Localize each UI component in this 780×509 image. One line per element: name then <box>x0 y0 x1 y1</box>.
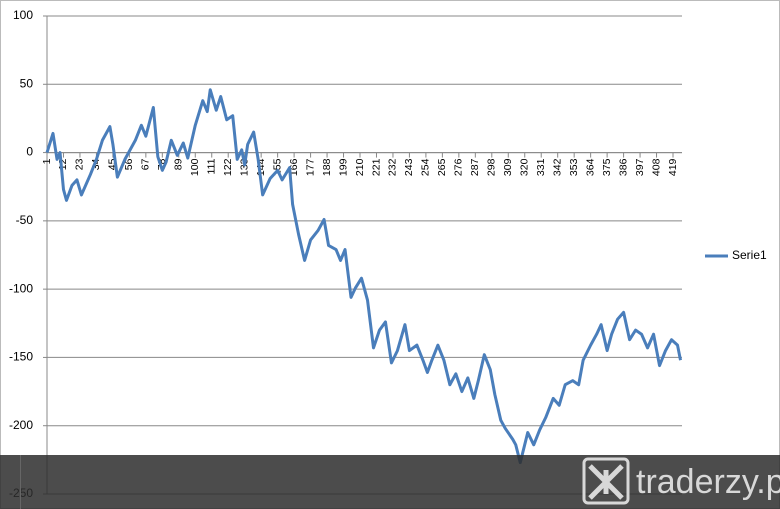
x-tick-label: 122 <box>222 158 234 176</box>
x-tick-label: 111 <box>206 158 218 174</box>
x-tick-label: 243 <box>403 158 415 176</box>
x-tick-label: 56 <box>123 158 135 170</box>
x-tick-label: 45 <box>107 158 119 170</box>
x-tick-label: 34 <box>90 158 102 170</box>
y-tick-label: -150 <box>9 350 33 364</box>
legend: Serie1 <box>705 248 767 262</box>
x-tick-label: 221 <box>370 158 382 176</box>
x-tick-label: 133 <box>238 158 250 176</box>
x-tick-label: 298 <box>486 158 498 176</box>
x-tick-label: 419 <box>667 158 679 176</box>
x-tick-label: 331 <box>535 158 547 176</box>
y-tick-label: 50 <box>20 76 34 90</box>
x-tick-label: 320 <box>519 158 531 176</box>
overlay <box>0 455 780 509</box>
x-tick-label: 1 <box>41 158 53 164</box>
x-tick-label: 397 <box>634 158 646 176</box>
y-tick-label: 0 <box>26 145 33 159</box>
overlay-edge <box>20 455 21 509</box>
x-tick-label: 342 <box>551 158 563 176</box>
watermark-text: traderzy.pl <box>636 463 780 501</box>
y-tick-label: -100 <box>9 281 33 295</box>
x-tick-label: 188 <box>321 158 333 176</box>
x-tick-label: 408 <box>650 158 662 176</box>
x-tick-label: 276 <box>453 158 465 176</box>
x-tick-label: 78 <box>156 158 168 170</box>
x-tick-label: 100 <box>189 158 201 176</box>
x-tick-label: 89 <box>173 158 185 170</box>
y-tick-label: -50 <box>16 213 34 227</box>
x-tick-label: 177 <box>304 158 316 176</box>
watermark-band: traderzy.pl <box>0 455 780 509</box>
x-tick-label: 375 <box>601 158 613 176</box>
x-tick-label: 309 <box>502 158 514 176</box>
x-tick-label: 254 <box>420 158 432 176</box>
y-tick-label: -200 <box>9 418 33 432</box>
series-line <box>45 88 682 465</box>
x-tick-label: 23 <box>74 158 86 170</box>
y-tick-label: 100 <box>13 8 33 22</box>
x-tick-label: 353 <box>568 158 580 176</box>
x-tick-label: 386 <box>617 158 629 176</box>
x-tick-label: 265 <box>436 158 448 176</box>
x-tick-label: 67 <box>140 158 152 170</box>
x-tick-label: 12 <box>57 158 69 170</box>
x-tick-label: 232 <box>387 158 399 176</box>
x-tick-label: 364 <box>584 158 596 176</box>
x-tick-label: 287 <box>469 158 481 176</box>
watermark-logo <box>582 457 630 505</box>
x-tick-label: 210 <box>354 158 366 176</box>
legend-label: Serie1 <box>732 248 767 262</box>
x-tick-label: 199 <box>337 158 349 176</box>
